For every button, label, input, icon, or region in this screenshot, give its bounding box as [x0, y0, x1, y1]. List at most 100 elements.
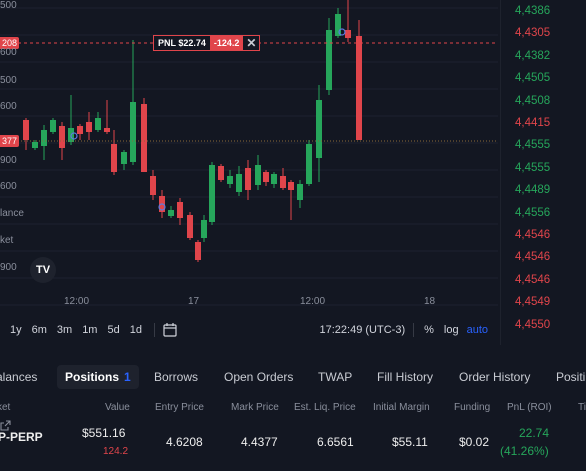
candle-body	[201, 220, 207, 238]
col-entry-price: Entry Price	[155, 402, 204, 413]
tab-fill-history[interactable]: Fill History	[377, 370, 433, 384]
percent-toggle[interactable]: %	[424, 324, 434, 336]
trade-marker	[338, 28, 346, 36]
range-1d[interactable]: 1d	[129, 324, 142, 336]
ladder-price: 4,4546	[515, 273, 551, 286]
ladder-price: 4,4505	[515, 72, 551, 85]
range-1m[interactable]: 1m	[82, 324, 98, 336]
candle-body	[271, 174, 277, 184]
candle-body	[77, 126, 83, 134]
ladder-price: 4,4549	[515, 296, 551, 309]
candle-body	[41, 130, 47, 146]
col-mark-price: Mark Price	[231, 402, 279, 413]
candle-body	[59, 126, 65, 148]
position-mark-price: 4.4377	[241, 435, 278, 449]
candle-body	[263, 172, 269, 182]
positions-table-header: ket Value Entry Price Mark Price Est. Li…	[0, 402, 586, 416]
close-icon[interactable]: ✕	[246, 36, 257, 50]
ladder-price: 4,4555	[515, 161, 551, 174]
candle-body	[187, 215, 193, 238]
range-5d[interactable]: 5d	[107, 324, 120, 336]
candle-body	[23, 120, 29, 140]
tab-order-history[interactable]: Order History	[459, 370, 531, 384]
candle-body	[121, 152, 127, 164]
candle-body	[130, 102, 136, 162]
time-label: 18	[424, 296, 436, 307]
position-pnl: 22.74	[519, 426, 550, 440]
time-label: 12:00	[300, 296, 326, 307]
tab-cutoff[interactable]: Positi	[556, 370, 586, 384]
candle-body	[195, 242, 201, 260]
tab-borrows[interactable]: Borrows	[154, 370, 199, 384]
position-size: 124.2	[103, 446, 129, 457]
tradingview-logo[interactable]: TV	[30, 257, 56, 283]
position-market[interactable]: P-PERP	[0, 430, 43, 444]
candle-body	[280, 176, 286, 188]
col-tp: Ti	[578, 402, 586, 413]
candle-body	[86, 122, 92, 132]
candle-body	[255, 165, 261, 185]
tab-balances[interactable]: alances	[0, 370, 38, 384]
ladder-price: 4,4305	[515, 27, 551, 40]
ladder-price: 4,4546	[515, 251, 551, 264]
range-3m[interactable]: 3m	[56, 324, 73, 336]
ladder-price: 4,4556	[515, 206, 551, 219]
ladder-price: 4,4546	[515, 229, 551, 241]
range-6m[interactable]: 6m	[31, 324, 47, 336]
log-toggle[interactable]: log	[443, 324, 459, 336]
candle-body	[168, 210, 174, 216]
candle-body	[209, 165, 215, 222]
ladder-price: 4,4415	[515, 117, 551, 129]
position-initial-margin: $55.11	[392, 435, 428, 449]
pnl-value: -124.2	[209, 36, 244, 50]
divider	[413, 323, 415, 337]
col-market: ket	[0, 402, 11, 413]
range-1y[interactable]: 1y	[10, 324, 22, 336]
time-label: 17	[188, 296, 200, 307]
ladder-price: 4,4489	[515, 184, 551, 197]
price-tag-entry: 377	[0, 135, 20, 147]
tab-twap[interactable]: TWAP	[318, 370, 353, 384]
price-tag-current: 208	[0, 37, 20, 49]
y-tick: 500	[0, 0, 17, 11]
candle-body	[150, 176, 156, 195]
share-external-icon[interactable]	[0, 420, 11, 431]
candle-body	[356, 36, 362, 140]
positions-count: 1	[124, 370, 131, 384]
col-pnl: PnL (ROI)	[507, 402, 552, 413]
y-tick: lance	[0, 208, 24, 219]
col-liq-price: Est. Liq. Price	[294, 402, 356, 413]
candle-body	[316, 100, 322, 158]
tab-open-orders[interactable]: Open Orders	[224, 370, 294, 384]
calendar-range-icon[interactable]	[163, 323, 179, 337]
position-funding: $0.02	[459, 435, 490, 449]
ladder-price: 4,4555	[515, 139, 551, 152]
price-chart[interactable]: 500 208 600 500 600 377 900 600 lance ke…	[0, 0, 498, 345]
pnl-overlay[interactable]: PNL $22.74 -124.2 ✕	[153, 35, 261, 51]
position-value: $551.16	[82, 426, 126, 440]
auto-scale-toggle[interactable]: auto	[466, 324, 488, 336]
candle-body	[218, 166, 224, 180]
candle-body	[177, 202, 183, 218]
y-axis-left: 500 208 600 500 600 377 900 600 lance ke…	[0, 0, 24, 320]
candlestick-plot	[0, 0, 498, 306]
position-roi: (41.26%)	[500, 444, 549, 458]
col-initial-margin: Initial Margin	[373, 402, 430, 413]
table-row[interactable]: P-PERP $551.16 124.2 4.6208 4.4377 6.656…	[0, 420, 586, 466]
account-tabs: alances Positions 1 Borrows Open Orders T…	[0, 362, 586, 392]
candle-body	[111, 144, 117, 172]
tab-positions-label: Positions	[65, 370, 120, 384]
ladder-price: 4,4386	[515, 5, 551, 17]
chart-toolbar: 1y 6m 3m 1m 5d 1d 17:22:49 (UTC-3) % log…	[0, 318, 498, 342]
ladder-price: 4,4550	[515, 318, 551, 331]
chart-clock[interactable]: 17:22:49 (UTC-3)	[319, 324, 406, 336]
candle-body	[104, 128, 110, 132]
position-liq-price: 6.6561	[317, 435, 354, 449]
tab-positions[interactable]: Positions 1	[57, 365, 139, 389]
candle-body	[335, 14, 341, 36]
time-label: 12:00	[64, 296, 90, 307]
candle-body	[236, 174, 242, 192]
trade-marker	[158, 203, 166, 211]
col-value: Value	[105, 402, 130, 413]
ladder-price: 4,4382	[515, 49, 551, 62]
